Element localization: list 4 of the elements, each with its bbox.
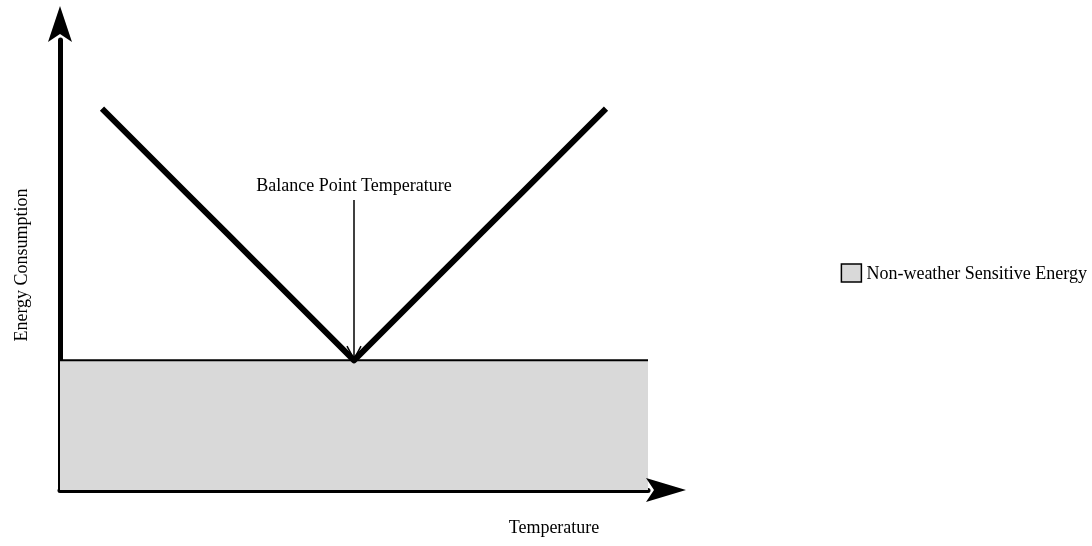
x-axis-title: Temperature <box>508 517 600 537</box>
legend-label: Non-weather Sensitive Energy <box>866 263 1087 283</box>
annotation: Balance Point Temperature <box>256 175 452 197</box>
y-axis-title: Energy Consumption <box>11 188 31 342</box>
